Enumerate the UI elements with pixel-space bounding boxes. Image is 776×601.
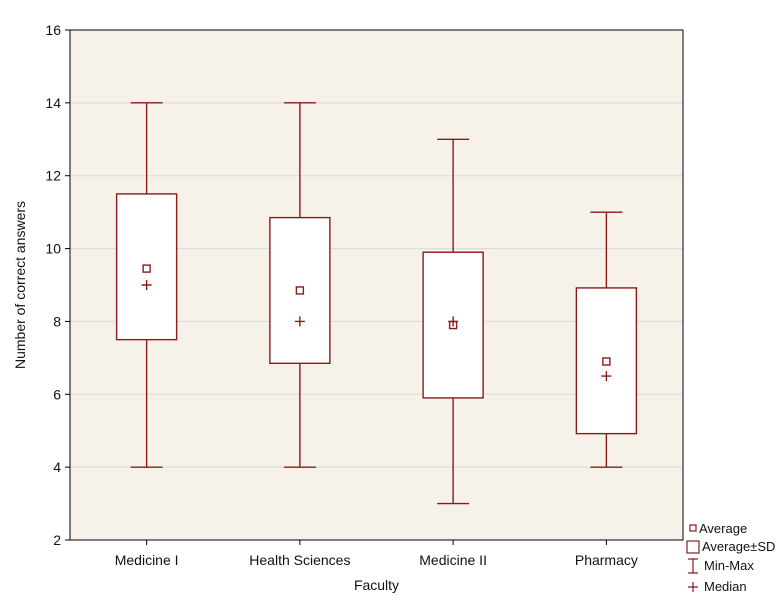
legend: Average Average±SD Min-Max Median	[686, 521, 775, 594]
y-tick-label: 4	[53, 459, 61, 475]
median-marker	[141, 280, 152, 290]
median-marker	[448, 316, 459, 327]
y-tick-label: 2	[53, 532, 61, 548]
x-axis-label: Faculty	[354, 577, 399, 593]
y-tick-label: 8	[53, 313, 61, 329]
box-rect	[115, 193, 178, 341]
box-health-sciences	[269, 102, 331, 468]
legend-average-marker	[689, 524, 697, 532]
box-rect	[575, 287, 638, 435]
box-medicine-ii	[422, 138, 484, 505]
legend-median-label: Median	[704, 579, 747, 594]
x-tick-label: Health Sciences	[249, 552, 350, 568]
x-tick-label: Pharmacy	[575, 552, 638, 568]
legend-minmax-marker	[688, 558, 698, 574]
y-tick-label: 6	[53, 386, 61, 402]
y-tick-label: 16	[45, 22, 61, 38]
legend-average-label: Average	[699, 521, 747, 536]
box-medicine-i	[115, 102, 178, 468]
median-marker	[294, 316, 305, 327]
y-tick-label: 10	[45, 241, 61, 257]
legend-box-label: Average±SD	[702, 539, 775, 554]
average-marker	[602, 357, 611, 366]
boxes	[115, 102, 638, 505]
average-marker	[295, 286, 305, 295]
box-pharmacy	[575, 211, 638, 468]
y-axis-label: Number of correct answers	[12, 201, 28, 369]
legend-median-marker	[688, 582, 698, 592]
y-axis-ticks: 2 4 6 8 10 12 14 16	[45, 22, 70, 548]
x-tick-label: Medicine II	[419, 552, 487, 568]
plot-frame	[69, 29, 684, 541]
legend-minmax-label: Min-Max	[704, 558, 754, 573]
y-tick-label: 14	[45, 95, 61, 111]
x-tick-label: Medicine I	[115, 552, 179, 568]
legend-box-marker	[686, 540, 700, 554]
average-marker	[142, 264, 151, 273]
box-rect	[269, 216, 331, 365]
y-tick-label: 12	[45, 168, 61, 184]
x-axis-ticks: Medicine I Health Sciences Medicine II Phar…	[115, 540, 638, 568]
median-marker	[601, 371, 612, 382]
